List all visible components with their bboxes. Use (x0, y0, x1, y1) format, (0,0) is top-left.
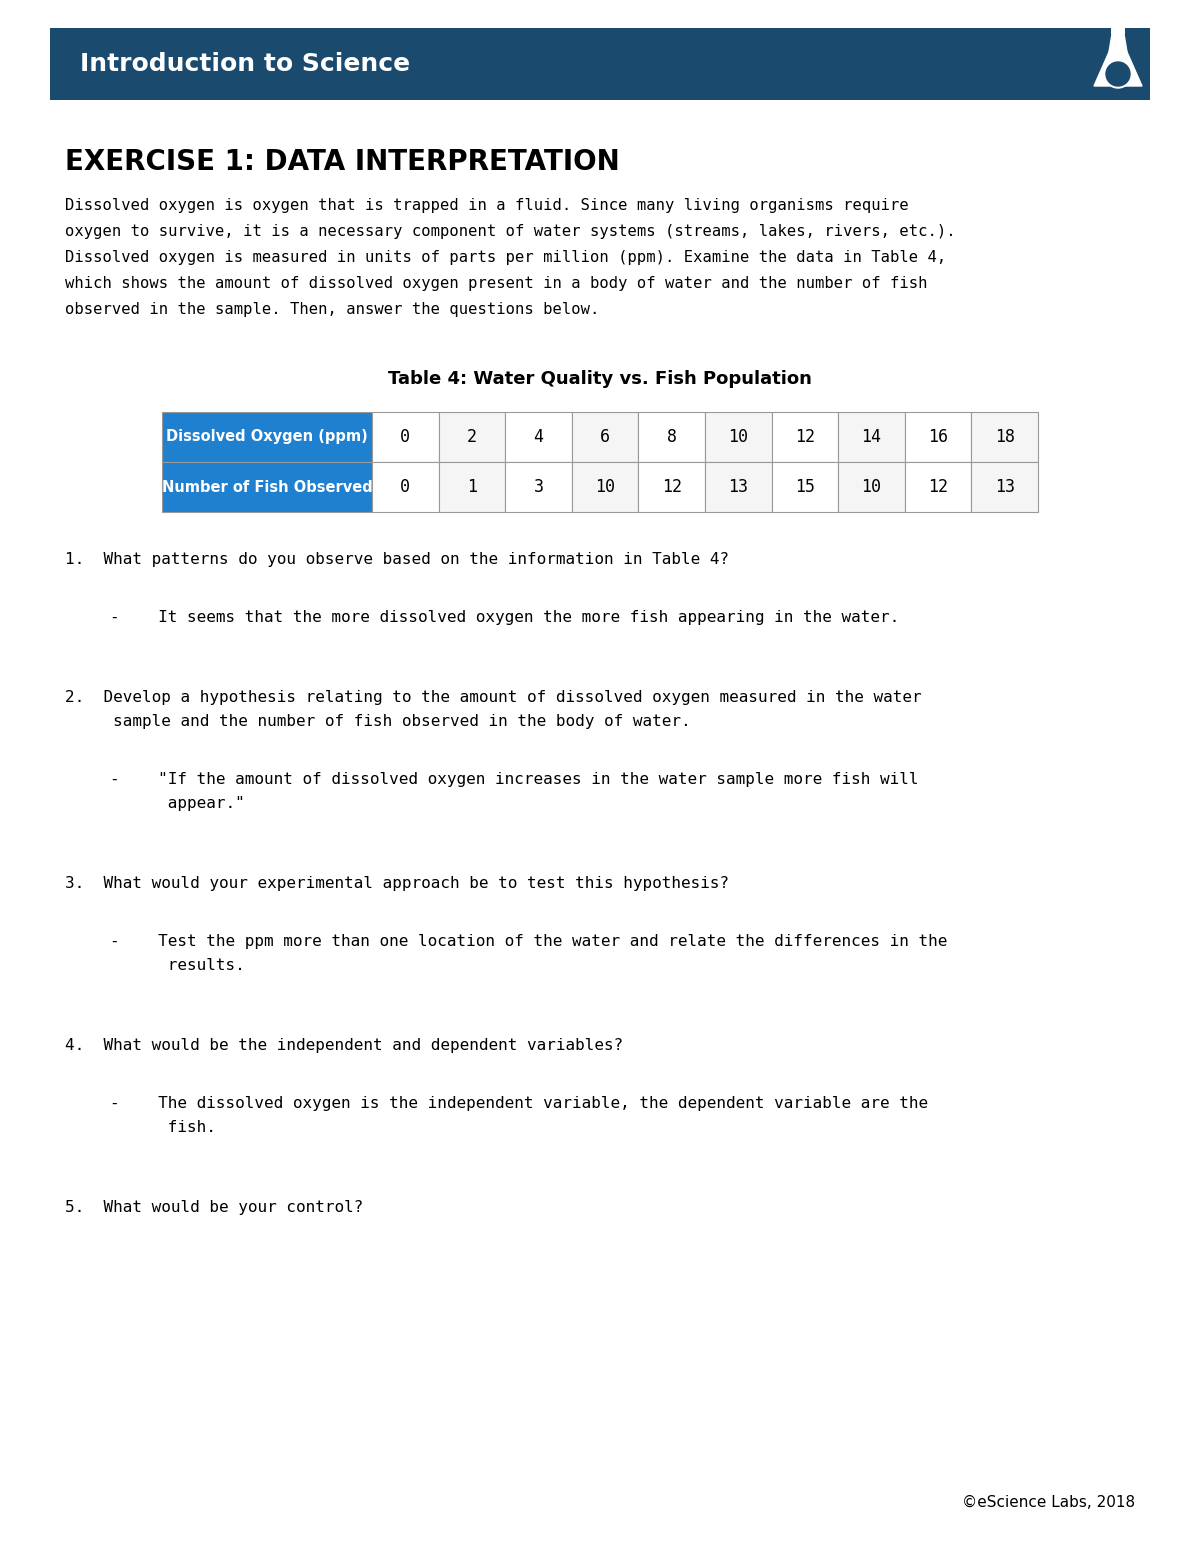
Text: 13: 13 (728, 478, 749, 495)
Text: 14: 14 (862, 429, 882, 446)
Text: 6: 6 (600, 429, 610, 446)
Text: 0: 0 (401, 429, 410, 446)
FancyBboxPatch shape (162, 412, 372, 461)
Text: 2.  Develop a hypothesis relating to the amount of dissolved oxygen measured in : 2. Develop a hypothesis relating to the … (65, 690, 922, 705)
Text: 15: 15 (794, 478, 815, 495)
Text: 1.  What patterns do you observe based on the information in Table 4?: 1. What patterns do you observe based on… (65, 551, 730, 567)
FancyBboxPatch shape (372, 412, 439, 461)
Text: Table 4: Water Quality vs. Fish Population: Table 4: Water Quality vs. Fish Populati… (388, 370, 812, 388)
Text: ©eScience Labs, 2018: ©eScience Labs, 2018 (962, 1496, 1135, 1510)
FancyBboxPatch shape (50, 28, 1150, 99)
Text: 16: 16 (928, 429, 948, 446)
FancyBboxPatch shape (706, 412, 772, 461)
Text: Dissolved oxygen is measured in units of parts per million (ppm). Examine the da: Dissolved oxygen is measured in units of… (65, 250, 947, 266)
Text: sample and the number of fish observed in the body of water.: sample and the number of fish observed i… (65, 714, 691, 728)
FancyBboxPatch shape (571, 412, 638, 461)
Text: 4.  What would be the independent and dependent variables?: 4. What would be the independent and dep… (65, 1037, 623, 1053)
Text: EXERCISE 1: DATA INTERPRETATION: EXERCISE 1: DATA INTERPRETATION (65, 148, 619, 175)
FancyBboxPatch shape (838, 461, 905, 512)
FancyBboxPatch shape (905, 461, 972, 512)
FancyBboxPatch shape (505, 461, 571, 512)
Polygon shape (1094, 51, 1142, 85)
FancyBboxPatch shape (571, 461, 638, 512)
Text: 1: 1 (467, 478, 476, 495)
Text: fish.: fish. (110, 1120, 216, 1135)
Text: 8: 8 (667, 429, 677, 446)
Text: 10: 10 (862, 478, 882, 495)
Text: -    It seems that the more dissolved oxygen the more fish appearing in the wate: - It seems that the more dissolved oxyge… (110, 610, 899, 624)
Text: appear.": appear." (110, 797, 245, 811)
FancyBboxPatch shape (905, 412, 972, 461)
FancyBboxPatch shape (972, 412, 1038, 461)
FancyBboxPatch shape (772, 461, 838, 512)
Text: 10: 10 (728, 429, 749, 446)
Circle shape (1106, 62, 1130, 85)
Circle shape (1104, 61, 1132, 89)
Text: observed in the sample. Then, answer the questions below.: observed in the sample. Then, answer the… (65, 301, 599, 317)
Text: Dissolved oxygen is oxygen that is trapped in a fluid. Since many living organis: Dissolved oxygen is oxygen that is trapp… (65, 197, 908, 213)
FancyBboxPatch shape (838, 412, 905, 461)
FancyBboxPatch shape (1111, 28, 1126, 34)
Text: 13: 13 (995, 478, 1015, 495)
Text: oxygen to survive, it is a necessary component of water systems (streams, lakes,: oxygen to survive, it is a necessary com… (65, 224, 955, 239)
Text: 2: 2 (467, 429, 476, 446)
Text: Introduction to Science: Introduction to Science (80, 51, 410, 76)
Text: 0: 0 (401, 478, 410, 495)
Text: results.: results. (110, 958, 245, 974)
Text: 3: 3 (534, 478, 544, 495)
FancyBboxPatch shape (706, 461, 772, 512)
Text: 12: 12 (661, 478, 682, 495)
Text: 12: 12 (928, 478, 948, 495)
Text: -    Test the ppm more than one location of the water and relate the differences: - Test the ppm more than one location of… (110, 933, 947, 949)
Polygon shape (1109, 34, 1127, 51)
FancyBboxPatch shape (439, 412, 505, 461)
Text: -    The dissolved oxygen is the independent variable, the dependent variable ar: - The dissolved oxygen is the independen… (110, 1096, 928, 1110)
Text: 10: 10 (595, 478, 616, 495)
FancyBboxPatch shape (772, 412, 838, 461)
Text: 18: 18 (995, 429, 1015, 446)
Text: 12: 12 (794, 429, 815, 446)
Text: Dissolved Oxygen (ppm): Dissolved Oxygen (ppm) (166, 430, 368, 444)
Text: 5.  What would be your control?: 5. What would be your control? (65, 1200, 364, 1214)
FancyBboxPatch shape (439, 461, 505, 512)
FancyBboxPatch shape (162, 461, 372, 512)
Text: which shows the amount of dissolved oxygen present in a body of water and the nu: which shows the amount of dissolved oxyg… (65, 276, 928, 290)
FancyBboxPatch shape (372, 461, 439, 512)
Text: -    "If the amount of dissolved oxygen increases in the water sample more fish : - "If the amount of dissolved oxygen inc… (110, 772, 918, 787)
Text: Number of Fish Observed: Number of Fish Observed (162, 480, 372, 494)
Text: 4: 4 (534, 429, 544, 446)
Text: 3.  What would your experimental approach be to test this hypothesis?: 3. What would your experimental approach… (65, 876, 730, 891)
FancyBboxPatch shape (505, 412, 571, 461)
FancyBboxPatch shape (972, 461, 1038, 512)
FancyBboxPatch shape (638, 461, 706, 512)
FancyBboxPatch shape (638, 412, 706, 461)
